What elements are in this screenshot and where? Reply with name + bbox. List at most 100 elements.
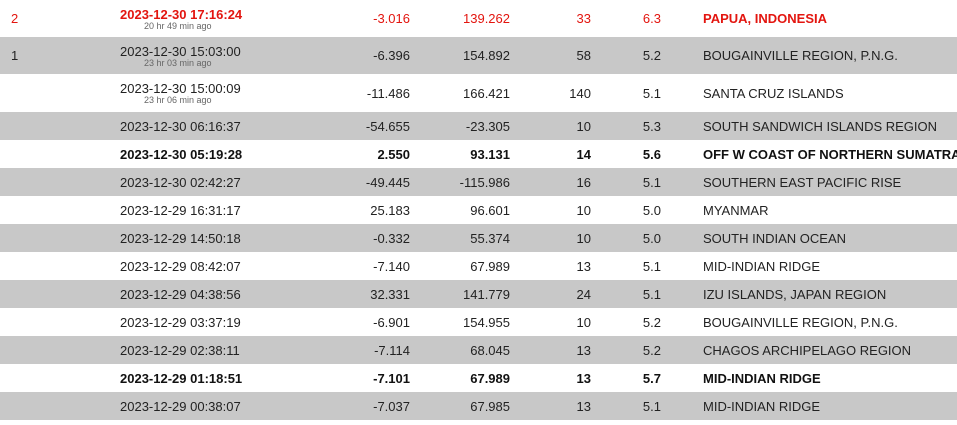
rank-cell: 2 [11,11,19,26]
lon-cell: 67.989 [470,258,510,274]
table-row[interactable]: 2023-12-29 02:38:11 -7.114 68.045 13 5.2… [0,336,957,364]
mag-cell: 5.1 [642,85,661,101]
region-cell: SOUTH INDIAN OCEAN [661,224,957,252]
rank-cell: 1 [0,37,120,74]
lat-cell: -7.140 [373,258,410,274]
depth-cell: 13 [576,258,591,274]
lat-cell: 32.331 [270,280,410,308]
depth-cell: 13 [510,392,591,420]
lon-cell: 141.779 [410,280,510,308]
ago-text: 23 hr 06 min ago [144,95,212,105]
depth-cell: 13 [510,336,591,364]
depth-cell: 33 [576,11,591,26]
time-cell: 2023-12-30 15:03:00 23 hr 03 min ago [120,37,270,74]
table-row[interactable]: 2023-12-30 15:00:09 23 hr 06 min ago -11.… [0,74,957,112]
lon-cell: 67.989 [470,370,510,386]
depth-cell: 10 [576,202,591,218]
depth-cell: 10 [576,314,591,330]
time-text: 2023-12-30 02:42:27 [120,174,241,190]
lon-cell: 139.262 [463,11,510,26]
table-row[interactable]: 2023-12-29 16:31:17 25.183 96.601 10 5.0… [0,196,957,224]
time-text: 2023-12-30 15:03:00 [120,43,241,59]
rank-cell [0,112,120,140]
time-text: 2023-12-29 14:50:18 [120,230,241,246]
time-cell: 2023-12-29 14:50:18 [120,224,270,252]
time-cell: 2023-12-29 16:31:17 [120,196,270,224]
depth-cell: 10 [510,224,591,252]
mag-cell: 5.2 [591,37,661,74]
table-row[interactable]: 2023-12-29 03:37:19 -6.901 154.955 10 5.… [0,308,957,336]
rank-cell [0,392,120,420]
region-cell: SOUTH SANDWICH ISLANDS REGION [661,112,957,140]
region-cell: SOUTHERN EAST PACIFIC RISE [661,168,957,196]
depth-cell: 58 [510,37,591,74]
table-row[interactable]: 2023-12-30 06:16:37 -54.655 -23.305 10 5… [0,112,957,140]
lon-cell: 166.421 [463,85,510,101]
region-cell: IZU ISLANDS, JAPAN REGION [661,280,957,308]
time-cell: 2023-12-29 00:38:07 [120,392,270,420]
time-text: 2023-12-29 16:31:17 [120,202,241,218]
region-cell: MYANMAR [703,202,769,218]
table-row[interactable]: 2023-12-29 00:38:07 -7.037 67.985 13 5.1… [0,392,957,420]
region-cell: OFF W COAST OF NORTHERN SUMATRA [703,146,957,162]
rank-cell [0,308,120,336]
mag-cell: 6.3 [642,11,661,26]
mag-cell: 5.0 [591,224,661,252]
time-cell: 2023-12-30 15:00:09 23 hr 06 min ago [120,74,270,112]
table-row[interactable]: 2 2023-12-30 17:16:24 20 hr 49 min ago -3… [0,0,957,37]
lat-cell: -3.016 [373,11,410,26]
time-text: 2023-12-30 05:19:28 [120,146,243,162]
rank-cell [0,280,120,308]
time-cell: 2023-12-29 08:42:07 [120,252,270,280]
mag-cell: 5.3 [591,112,661,140]
lat-cell: -7.037 [270,392,410,420]
table-row[interactable]: 2023-12-30 05:19:28 2.550 93.131 14 5.6 … [0,140,957,168]
rank-cell [0,168,120,196]
time-text: 2023-12-29 02:38:11 [120,342,240,358]
table-row[interactable]: 2023-12-29 14:50:18 -0.332 55.374 10 5.0… [0,224,957,252]
time-cell: 2023-12-30 17:16:24 20 hr 49 min ago [120,0,270,37]
mag-cell: 5.1 [591,168,661,196]
time-cell: 2023-12-30 05:19:28 [120,140,270,168]
lon-cell: 68.045 [410,336,510,364]
lat-cell: 2.550 [377,146,410,162]
lon-cell: 154.955 [463,314,510,330]
rank-cell [0,224,120,252]
time-cell: 2023-12-29 02:38:11 [120,336,270,364]
mag-cell: 5.1 [591,392,661,420]
mag-cell: 5.1 [642,258,661,274]
table-row[interactable]: 2023-12-29 01:18:51 -7.101 67.989 13 5.7… [0,364,957,392]
table-row[interactable]: 2023-12-29 04:38:56 32.331 141.779 24 5.… [0,280,957,308]
lon-cell: -115.986 [410,168,510,196]
lon-cell: 67.985 [410,392,510,420]
depth-cell: 24 [510,280,591,308]
lon-cell: 96.601 [470,202,510,218]
lat-cell: -11.486 [366,85,410,101]
lat-cell: -49.445 [270,168,410,196]
depth-cell: 10 [510,112,591,140]
lon-cell: 93.131 [470,146,510,162]
time-text: 2023-12-29 00:38:07 [120,398,241,414]
time-cell: 2023-12-29 01:18:51 [120,364,270,392]
table-row[interactable]: 2023-12-29 08:42:07 -7.140 67.989 13 5.1… [0,252,957,280]
region-cell: MID-INDIAN RIDGE [703,258,820,274]
time-text: 2023-12-30 06:16:37 [120,118,241,134]
time-cell: 2023-12-29 03:37:19 [120,308,270,336]
time-cell: 2023-12-29 04:38:56 [120,280,270,308]
lat-cell: -7.101 [373,370,410,386]
lat-cell: -6.396 [270,37,410,74]
mag-cell: 5.1 [591,280,661,308]
time-text: 2023-12-30 15:00:09 [120,81,241,96]
table-row[interactable]: 1 2023-12-30 15:03:00 23 hr 03 min ago -6… [0,37,957,74]
region-cell: MID-INDIAN RIDGE [661,392,957,420]
lat-cell: -6.901 [373,314,410,330]
region-cell: BOUGAINVILLE REGION, P.N.G. [703,314,898,330]
table-row[interactable]: 2023-12-30 02:42:27 -49.445 -115.986 16 … [0,168,957,196]
time-text: 2023-12-29 01:18:51 [120,370,243,386]
mag-cell: 5.0 [642,202,661,218]
lat-cell: -0.332 [270,224,410,252]
time-text: 2023-12-29 03:37:19 [120,314,241,330]
lon-cell: -23.305 [410,112,510,140]
ago-text: 20 hr 49 min ago [144,20,212,31]
